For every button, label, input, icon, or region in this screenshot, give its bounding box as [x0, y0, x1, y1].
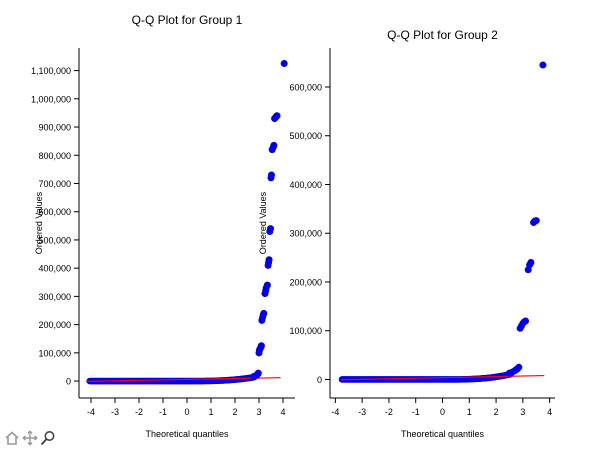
data-point	[270, 141, 278, 149]
y-tick-label: 300,000	[38, 292, 71, 302]
chart-title: Q-Q Plot for Group 2	[387, 28, 498, 42]
x-tick-label: -3	[358, 407, 366, 417]
x-tick-label: 3	[520, 407, 525, 417]
x-axis-label: Theoretical quantiles	[145, 429, 229, 439]
y-tick-label: 100,000	[289, 326, 322, 336]
y-tick-label: 200,000	[289, 277, 322, 287]
y-tick-label: 400,000	[289, 180, 322, 190]
y-tick-label: 200,000	[38, 320, 71, 330]
zoom-button[interactable]	[40, 430, 56, 446]
x-tick-label: -4	[87, 407, 95, 417]
plot-group-1: 0 100,000 200,000 300,000 400,000 500,000 600,…	[31, 13, 295, 439]
data-point	[267, 225, 275, 233]
y-tick-label: 700,000	[38, 179, 71, 189]
home-button[interactable]	[4, 430, 20, 446]
y-tick-label: 0	[66, 377, 71, 387]
x-tick-label: 0	[440, 407, 445, 417]
x-axis-label: Theoretical quantiles	[401, 429, 485, 439]
y-tick-label: 100,000	[38, 348, 71, 358]
x-tick-label: -2	[135, 407, 143, 417]
magnifier-icon	[40, 431, 55, 446]
data-point	[254, 369, 262, 377]
y-tick-label: 0	[317, 375, 322, 385]
data-point	[273, 112, 281, 120]
y-tick-label: 1,000,000	[31, 94, 71, 104]
data-point	[263, 281, 271, 289]
x-tick-label: 4	[280, 407, 285, 417]
x-tick-label: -1	[412, 407, 420, 417]
data-point	[527, 258, 535, 266]
y-axis-label: Ordered Values	[34, 191, 44, 254]
x-tick-label: -2	[385, 407, 393, 417]
y-tick-label: 400,000	[38, 264, 71, 274]
plot-group-2: 0 100,000 200,000 300,000 400,000 500,000 600,…	[258, 28, 555, 439]
data-point	[280, 60, 288, 68]
y-tick-label: 600,000	[38, 207, 71, 217]
x-tick-label: -1	[159, 407, 167, 417]
x-tick-label: 0	[184, 407, 189, 417]
data-point	[257, 342, 265, 350]
pan-button[interactable]	[22, 430, 38, 446]
data-point	[515, 363, 523, 371]
data-point	[265, 256, 273, 264]
move-arrows-icon	[22, 430, 38, 446]
data-point	[260, 309, 268, 317]
y-axis-label: Ordered Values	[258, 191, 268, 254]
x-tick-label: 1	[467, 407, 472, 417]
x-tick-label: -4	[331, 407, 339, 417]
data-point	[522, 317, 530, 325]
y-tick-label: 900,000	[38, 123, 71, 133]
data-point	[539, 61, 547, 69]
plot-toolbar	[4, 430, 56, 446]
y-tick-label: 1,100,000	[31, 66, 71, 76]
y-tick-label: 500,000	[38, 235, 71, 245]
x-tick-label: 2	[494, 407, 499, 417]
y-tick-label: 800,000	[38, 151, 71, 161]
data-point	[267, 171, 275, 179]
y-tick-label: 500,000	[289, 131, 322, 141]
x-tick-label: 1	[208, 407, 213, 417]
x-tick-label: 4	[547, 407, 552, 417]
x-tick-label: 2	[232, 407, 237, 417]
data-point	[532, 217, 540, 225]
x-tick-label: -3	[111, 407, 119, 417]
chart-title: Q-Q Plot for Group 1	[132, 13, 243, 27]
home-icon	[5, 431, 19, 445]
x-tick-label: 3	[256, 407, 261, 417]
y-tick-label: 600,000	[289, 82, 322, 92]
reference-line	[86, 377, 281, 382]
y-tick-label: 300,000	[289, 229, 322, 239]
